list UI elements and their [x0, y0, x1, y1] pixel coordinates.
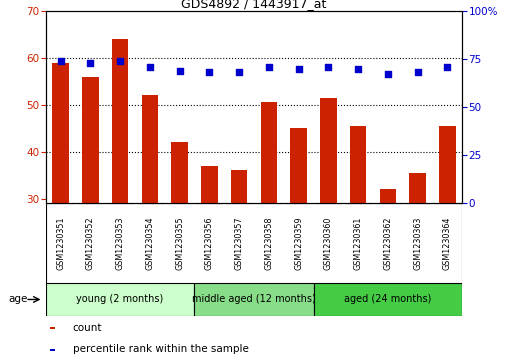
- Text: GSM1230355: GSM1230355: [175, 216, 184, 270]
- Bar: [291, 128, 307, 203]
- Text: middle aged (12 months): middle aged (12 months): [192, 294, 316, 305]
- Text: GSM1230364: GSM1230364: [443, 216, 452, 270]
- Bar: [142, 95, 158, 203]
- Point: [205, 70, 213, 76]
- Point: [235, 70, 243, 76]
- Point: [86, 60, 94, 66]
- Point: [295, 66, 303, 72]
- Bar: [171, 142, 188, 203]
- Bar: [50, 348, 55, 351]
- Text: GSM1230360: GSM1230360: [324, 216, 333, 270]
- Point: [414, 70, 422, 76]
- Bar: [350, 126, 366, 203]
- Point: [324, 64, 332, 70]
- Bar: [201, 166, 217, 203]
- Text: GSM1230357: GSM1230357: [235, 216, 244, 270]
- Bar: [439, 126, 456, 203]
- Text: GSM1230358: GSM1230358: [264, 216, 273, 270]
- Text: young (2 months): young (2 months): [77, 294, 164, 305]
- Text: GSM1230359: GSM1230359: [294, 216, 303, 270]
- Text: GSM1230356: GSM1230356: [205, 216, 214, 270]
- Point: [116, 58, 124, 64]
- Bar: [195, 283, 313, 316]
- Bar: [320, 98, 337, 203]
- Bar: [82, 77, 99, 203]
- Bar: [52, 62, 69, 203]
- Point: [443, 64, 452, 70]
- Bar: [50, 327, 55, 330]
- Title: GDS4892 / 1443917_at: GDS4892 / 1443917_at: [181, 0, 327, 10]
- Bar: [379, 189, 396, 203]
- Text: GSM1230361: GSM1230361: [354, 216, 363, 270]
- Text: GSM1230352: GSM1230352: [86, 216, 95, 270]
- Point: [146, 64, 154, 70]
- Point: [176, 68, 184, 73]
- Bar: [231, 171, 247, 203]
- Text: GSM1230363: GSM1230363: [413, 216, 422, 270]
- Bar: [261, 102, 277, 203]
- Bar: [46, 283, 195, 316]
- Point: [265, 64, 273, 70]
- Point: [56, 58, 65, 64]
- Text: count: count: [73, 323, 102, 333]
- Text: GSM1230362: GSM1230362: [384, 216, 392, 270]
- Bar: [112, 39, 129, 203]
- Bar: [313, 283, 462, 316]
- Text: GSM1230351: GSM1230351: [56, 216, 65, 270]
- Text: GSM1230353: GSM1230353: [116, 216, 124, 270]
- Text: percentile rank within the sample: percentile rank within the sample: [73, 344, 249, 354]
- Text: age: age: [8, 294, 27, 305]
- Bar: [409, 173, 426, 203]
- Point: [384, 72, 392, 77]
- Point: [354, 66, 362, 72]
- Text: GSM1230354: GSM1230354: [145, 216, 154, 270]
- Text: aged (24 months): aged (24 months): [344, 294, 432, 305]
